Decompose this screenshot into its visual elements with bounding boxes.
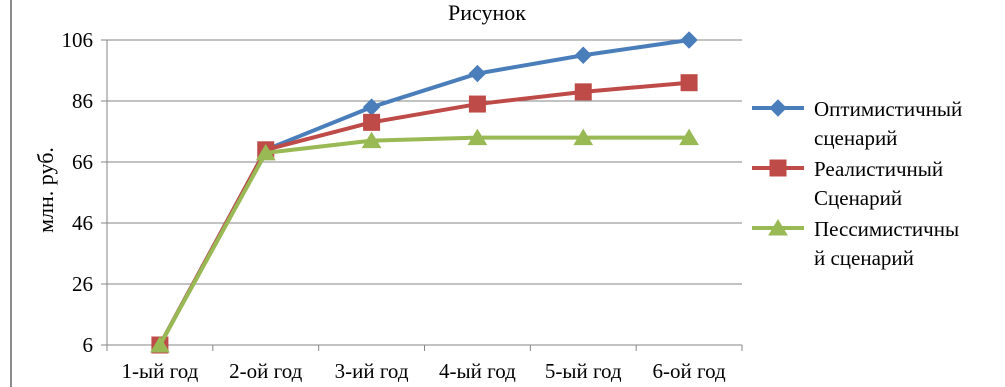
legend-swatch-marker [768, 219, 788, 236]
y-tick-label: 26 [72, 272, 93, 296]
y-tick-label: 46 [72, 211, 93, 235]
data-point [361, 131, 382, 149]
data-point [255, 143, 276, 161]
legend-label: й сценарий [814, 246, 914, 270]
legend-label: сценарий [814, 126, 897, 150]
data-point [363, 113, 381, 131]
y-tick-label: 86 [72, 89, 93, 113]
legend-label: Реалистичный [814, 157, 943, 181]
data-point [468, 64, 487, 83]
series [150, 31, 699, 354]
y-tick-labels: 6 26 46 66 86 106 [62, 28, 94, 357]
series-1 [151, 31, 698, 354]
series-line [157, 80, 692, 347]
x-tick-label: 4-ый год [439, 359, 516, 383]
page-left-rule [10, 0, 12, 387]
series-line [157, 38, 692, 347]
y-tick-label: 66 [72, 150, 93, 174]
legend-swatch-marker [769, 99, 787, 117]
axes [101, 39, 743, 351]
legend-entry: Оптимистичный сценарий [752, 97, 962, 150]
legend: Оптимистичный сценарий Реалистичный Сценари… [752, 97, 962, 270]
legend-swatch-marker [769, 159, 787, 177]
data-point [574, 46, 592, 64]
data-point [467, 128, 488, 146]
x-tick-label: 5-ый год [545, 359, 622, 383]
data-point [573, 128, 594, 146]
x-tick-label: 2-ой год [229, 359, 302, 383]
legend-entry: Пессимистичны й сценарий [752, 217, 959, 270]
y-axis-label: млн. руб. [33, 147, 58, 233]
y-tick-label: 106 [62, 28, 94, 52]
data-point [680, 31, 698, 49]
legend-label: Сценарий [814, 186, 902, 210]
legend-label: Оптимистичный [814, 97, 962, 121]
data-point [468, 95, 486, 113]
x-tick-label: 6-ой год [653, 359, 726, 383]
y-tick-label: 6 [83, 333, 94, 357]
data-point [679, 128, 699, 146]
x-tick-label: 1-ый год [122, 359, 199, 383]
series-3 [150, 128, 699, 353]
x-tick-label: 3-ий год [335, 359, 409, 383]
legend-label: Пессимистичны [814, 217, 959, 241]
data-point [574, 83, 592, 101]
chart-title: Рисунок [448, 0, 526, 25]
data-point [680, 74, 698, 92]
data-point [150, 336, 170, 353]
x-tick-labels: 1-ый год 2-ой год 3-ий год 4-ый год 5-ый год… [122, 359, 726, 383]
legend-entry: Реалистичный Сценарий [752, 157, 943, 210]
series-line [157, 135, 692, 347]
